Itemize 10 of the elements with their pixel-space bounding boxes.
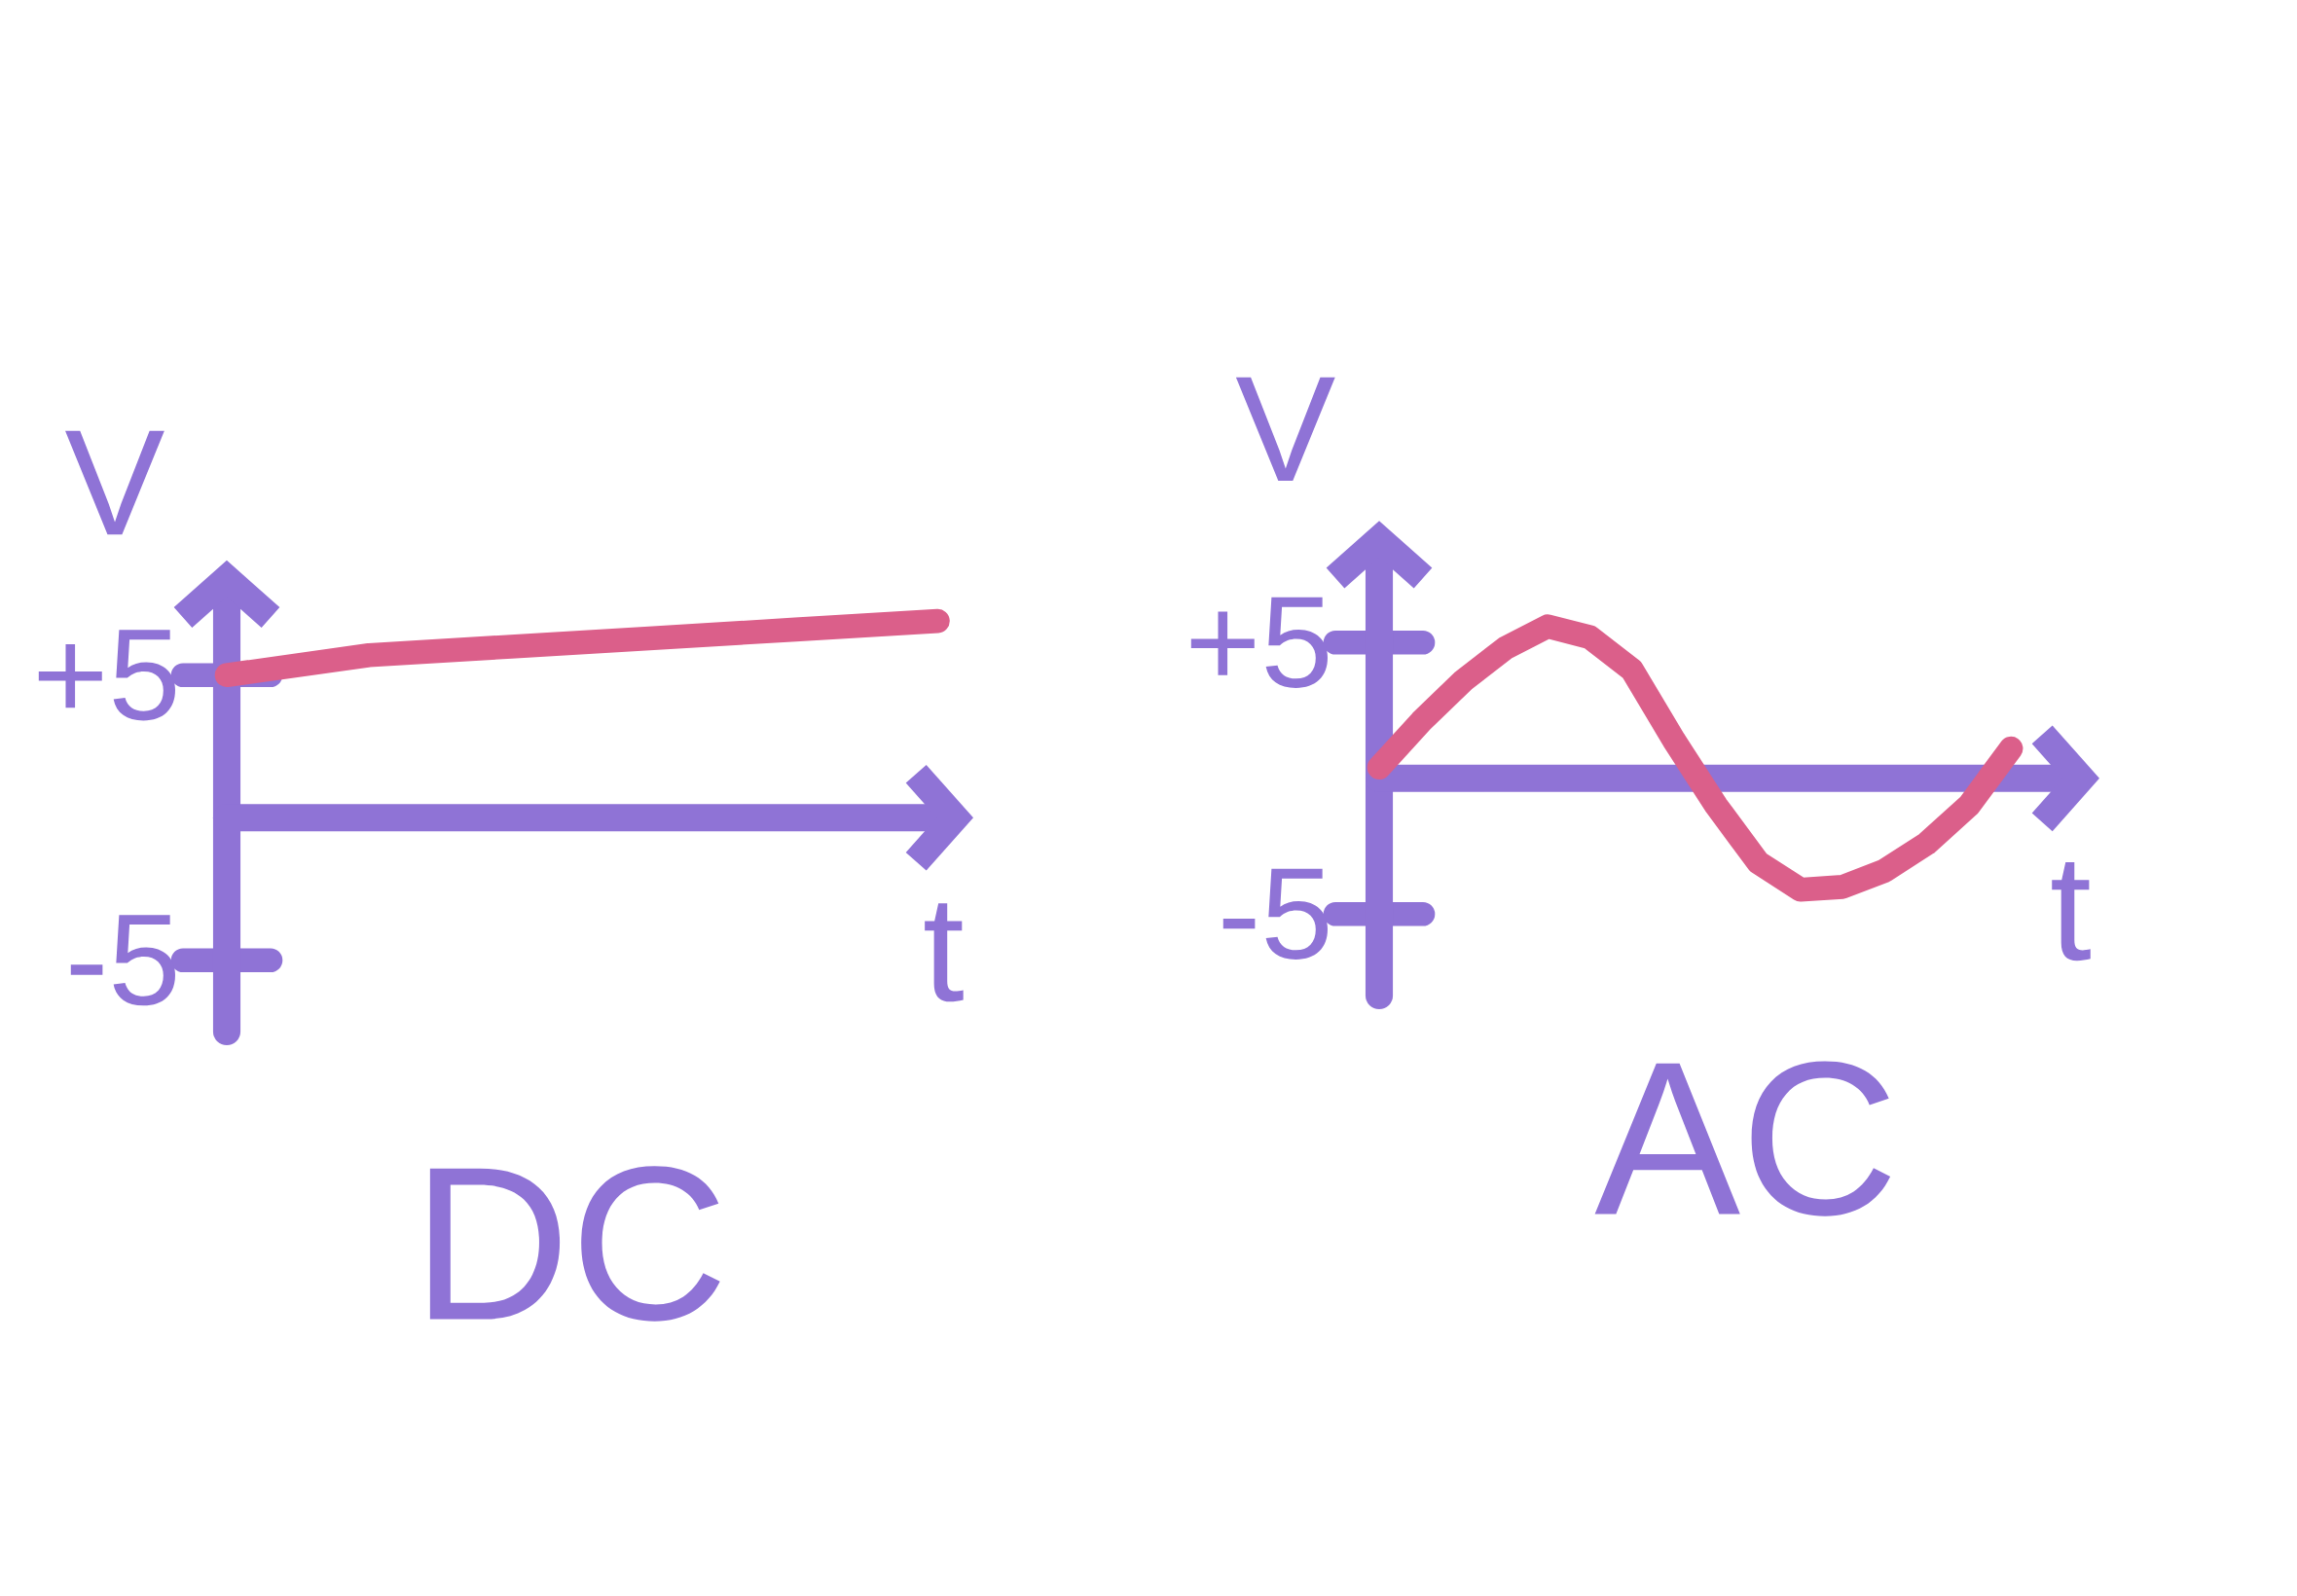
y-tick-label: +5 — [1190, 597, 1328, 688]
y-axis-title: V — [65, 430, 164, 535]
y-tick-label: -5 — [70, 915, 175, 1006]
text: DC — [429, 1166, 720, 1322]
text: AC — [1594, 1061, 1891, 1216]
x-axis-title: t — [2052, 862, 2091, 961]
x-axis-title: t — [925, 903, 964, 1002]
y-axis-title: V — [1235, 377, 1335, 482]
y-tick-label: -5 — [1222, 868, 1328, 960]
y-tick-label: +5 — [38, 630, 175, 721]
